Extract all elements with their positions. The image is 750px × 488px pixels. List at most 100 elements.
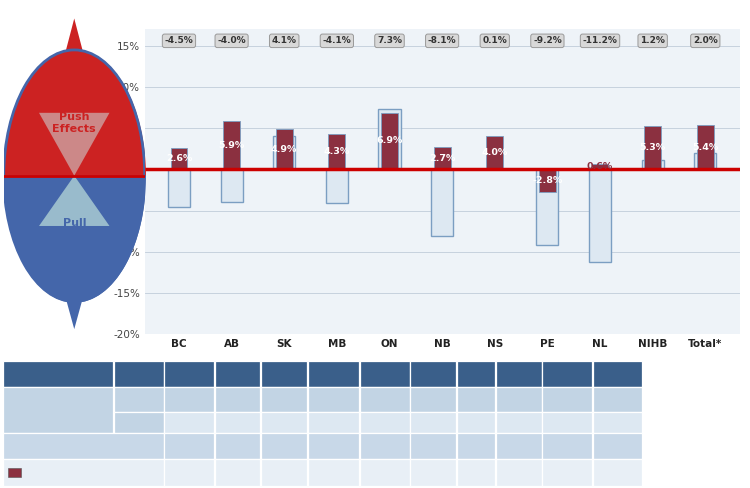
Text: AB: AB <box>182 369 196 378</box>
Text: $295.4: $295.4 <box>603 418 632 427</box>
Text: 4.1%: 4.1% <box>272 36 297 45</box>
Text: $6.5: $6.5 <box>466 468 485 477</box>
Text: $151.6: $151.6 <box>419 418 448 427</box>
Text: $1,274.1: $1,274.1 <box>170 395 208 404</box>
Text: NB: NB <box>378 369 392 378</box>
Text: -$27.7: -$27.7 <box>224 442 251 450</box>
Text: $31.7: $31.7 <box>507 395 531 404</box>
Text: $32.6: $32.6 <box>177 468 201 477</box>
Text: -4.5%: -4.5% <box>164 36 194 45</box>
Bar <box>539 169 556 192</box>
Polygon shape <box>39 176 110 226</box>
Text: SK: SK <box>231 369 244 378</box>
Text: 0.6%: 0.6% <box>587 163 613 171</box>
Text: $380.8: $380.8 <box>269 418 298 427</box>
Text: NS: NS <box>426 369 440 378</box>
Text: -4.0%: -4.0% <box>217 36 246 45</box>
Bar <box>431 169 453 236</box>
Text: 4.3%: 4.3% <box>324 147 350 156</box>
Bar <box>589 169 611 262</box>
Text: $469.9: $469.9 <box>319 395 348 404</box>
Text: Pull
Effects: Pull Effects <box>53 218 96 239</box>
Text: ON: ON <box>326 369 340 378</box>
Bar <box>379 109 400 169</box>
Text: 4.0%: 4.0% <box>482 148 508 158</box>
Text: 5.3%: 5.3% <box>640 143 666 152</box>
Text: NIHB: NIHB <box>555 369 579 378</box>
Text: $20.1: $20.1 <box>322 468 345 477</box>
Bar <box>694 153 716 169</box>
Bar <box>170 148 188 169</box>
Text: $28.8: $28.8 <box>507 418 531 427</box>
Bar <box>326 169 348 203</box>
Text: $159.8: $159.8 <box>461 395 490 404</box>
Text: -$57.6: -$57.6 <box>176 442 202 450</box>
Text: 2012/13: 2012/13 <box>121 395 157 404</box>
Text: BC: BC <box>132 369 146 378</box>
Polygon shape <box>55 257 94 329</box>
Bar <box>220 169 243 203</box>
Text: 0.1%: 0.1% <box>482 36 507 45</box>
Text: 5.4%: 5.4% <box>692 142 718 152</box>
Text: Total*: Total* <box>603 369 632 378</box>
Text: -2.8%: -2.8% <box>532 177 562 185</box>
Text: $1,216.5: $1,216.5 <box>170 418 208 427</box>
Text: -8.1%: -8.1% <box>427 36 457 45</box>
Text: 7.3%: 7.3% <box>377 36 402 45</box>
Text: $165.1: $165.1 <box>419 395 448 404</box>
Text: -$0.9: -$0.9 <box>508 468 530 477</box>
Bar <box>433 147 451 169</box>
Bar <box>328 134 345 169</box>
Text: MB: MB <box>276 369 292 378</box>
Text: PE: PE <box>470 369 482 378</box>
Bar <box>697 125 714 169</box>
Text: $159.9: $159.9 <box>461 418 490 427</box>
Text: -$14.1: -$14.1 <box>554 442 580 450</box>
Text: -$2.9: -$2.9 <box>508 442 530 450</box>
Bar <box>276 129 292 169</box>
Text: $0.8: $0.8 <box>558 468 576 477</box>
Bar <box>273 136 296 169</box>
Text: Amount ($million): Amount ($million) <box>13 369 103 378</box>
Text: $15.1: $15.1 <box>272 442 296 450</box>
Text: $3,552.8: $3,552.8 <box>366 395 404 404</box>
Bar <box>381 113 398 169</box>
Text: NL: NL <box>512 369 525 378</box>
Text: $291.8: $291.8 <box>603 395 632 404</box>
Text: -$13.4: -$13.4 <box>420 442 446 450</box>
Text: $3.6: $3.6 <box>608 442 627 450</box>
Text: $450.5: $450.5 <box>319 418 348 427</box>
Polygon shape <box>55 19 94 94</box>
Bar <box>644 126 661 169</box>
Text: 2.6%: 2.6% <box>166 154 192 163</box>
Text: $15.3: $15.3 <box>605 468 629 477</box>
Text: $668.2: $668.2 <box>223 418 252 427</box>
Text: $0.1: $0.1 <box>466 442 485 450</box>
Text: Drug
cost: Drug cost <box>46 401 70 420</box>
Text: 5.9%: 5.9% <box>218 141 244 150</box>
Bar <box>641 160 664 169</box>
Bar <box>592 164 608 169</box>
Text: 2013/14: 2013/14 <box>121 418 157 427</box>
Text: $695.8: $695.8 <box>223 395 252 404</box>
Text: $125.4: $125.4 <box>553 395 581 404</box>
Bar <box>486 137 503 169</box>
Text: 2.0%: 2.0% <box>693 36 718 45</box>
Text: $244.9: $244.9 <box>370 468 399 477</box>
Text: 4.9%: 4.9% <box>271 145 298 154</box>
Text: -$19.4: -$19.4 <box>320 442 346 450</box>
Bar <box>536 169 559 245</box>
Bar <box>168 169 190 206</box>
Text: $365.7: $365.7 <box>269 395 298 404</box>
Text: $260.7: $260.7 <box>370 442 399 450</box>
Polygon shape <box>39 113 110 176</box>
Text: -11.2%: -11.2% <box>583 36 617 45</box>
Text: Push
Effects: Push Effects <box>53 112 96 134</box>
Text: -4.1%: -4.1% <box>322 36 351 45</box>
Text: $111.3: $111.3 <box>553 418 581 427</box>
Text: $3,813.5: $3,813.5 <box>366 418 404 427</box>
Text: -9.2%: -9.2% <box>533 36 562 45</box>
Text: Drug-Mix
Effect: Drug-Mix Effect <box>24 463 68 482</box>
Bar <box>484 168 506 169</box>
Text: 6.9%: 6.9% <box>376 137 403 145</box>
